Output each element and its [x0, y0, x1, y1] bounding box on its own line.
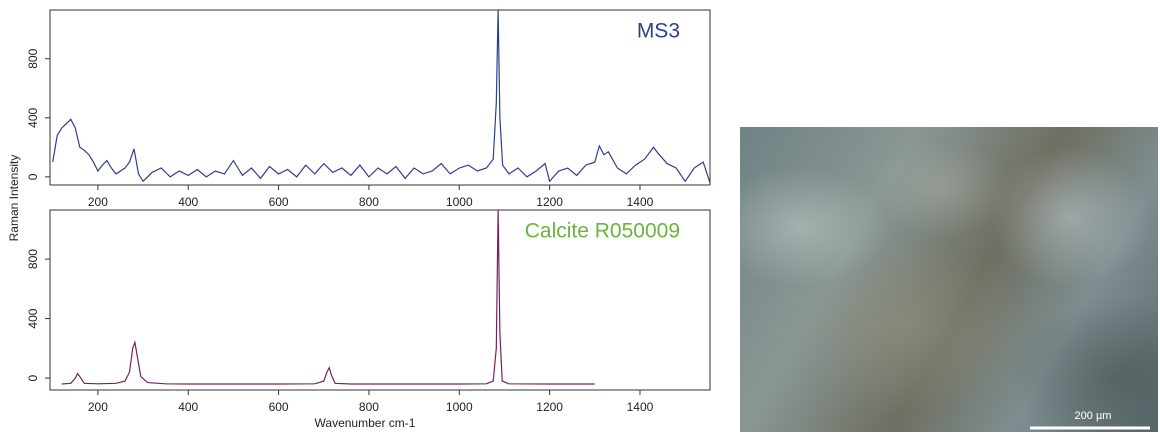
y-tick-label: 400	[26, 107, 40, 127]
x-tick-label: 1000	[446, 195, 473, 209]
x-tick-label: 800	[359, 400, 379, 414]
x-axis-label: Wavenumber cm-1	[315, 416, 416, 430]
chart-title: MS3	[637, 20, 680, 43]
plot-frame	[49, 9, 711, 186]
x-tick-label: 600	[269, 195, 289, 209]
x-tick-label: 1200	[536, 400, 563, 414]
x-tick-label: 1400	[627, 400, 654, 414]
micrograph	[740, 127, 1158, 432]
x-tick-label: 400	[178, 400, 198, 414]
x-tick-label: 1000	[446, 400, 473, 414]
spectrum-line	[52, 10, 710, 183]
x-tick-label: 200	[88, 195, 108, 209]
y-tick-label: 400	[26, 308, 40, 328]
y-tick-label: 0	[26, 374, 40, 381]
x-tick-label: 1200	[536, 195, 563, 209]
spectrum-line	[61, 210, 595, 385]
y-axis-label: Raman Intensity	[7, 155, 21, 242]
x-tick-label: 600	[269, 400, 289, 414]
scale-bar-label: 200 µm	[1075, 410, 1112, 422]
x-tick-label: 1400	[627, 195, 654, 209]
x-tick-label: 400	[178, 195, 198, 209]
x-tick-label: 200	[88, 400, 108, 414]
plot-frame	[49, 209, 711, 391]
y-tick-label: 0	[26, 173, 40, 180]
y-tick-label: 800	[26, 48, 40, 68]
chart-title: Calcite R050009	[525, 220, 680, 243]
y-tick-label: 800	[26, 249, 40, 269]
x-tick-label: 800	[359, 195, 379, 209]
